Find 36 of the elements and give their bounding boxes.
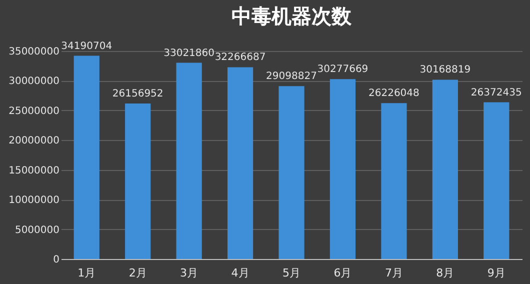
y-tick-label: 35000000 — [8, 46, 60, 58]
bar — [330, 79, 356, 259]
y-tick-label: 15000000 — [8, 165, 60, 176]
x-tick-label: 9月 — [487, 266, 506, 280]
data-label: 26372435 — [470, 87, 522, 98]
data-label: 30168819 — [420, 64, 471, 76]
bar — [381, 103, 407, 259]
y-tick-label: 5000000 — [14, 224, 60, 236]
data-label: 26156952 — [112, 88, 164, 100]
bar — [227, 67, 254, 259]
x-tick-label: 5月 — [282, 266, 300, 280]
y-tick-label: 10000000 — [8, 195, 60, 206]
chart-title: 中毒机器次数 — [232, 4, 352, 28]
y-tick-label: 30000000 — [8, 76, 60, 88]
data-label: 33021860 — [164, 48, 215, 59]
bar — [484, 102, 510, 259]
bar — [176, 62, 202, 259]
bar — [74, 56, 100, 259]
x-tick-label: 2月 — [128, 266, 147, 280]
y-tick-label: 20000000 — [8, 136, 60, 147]
bar — [432, 80, 458, 259]
x-tick-label: 6月 — [334, 266, 352, 280]
y-tick-label: 0 — [53, 254, 60, 266]
data-label: 34190704 — [61, 40, 112, 52]
y-tick-label: 25000000 — [8, 106, 60, 117]
x-tick-label: 7月 — [384, 266, 403, 280]
bar — [125, 104, 151, 259]
data-label: 29098827 — [266, 71, 317, 82]
bar — [278, 86, 304, 259]
x-tick-label: 4月 — [231, 266, 250, 280]
data-label: 30277669 — [317, 64, 368, 76]
x-tick-label: 8月 — [436, 266, 454, 280]
x-tick-label: 3月 — [180, 266, 198, 280]
x-tick-label: 1月 — [78, 266, 96, 280]
data-label: 32266687 — [214, 52, 266, 64]
data-label: 26226048 — [368, 88, 420, 100]
